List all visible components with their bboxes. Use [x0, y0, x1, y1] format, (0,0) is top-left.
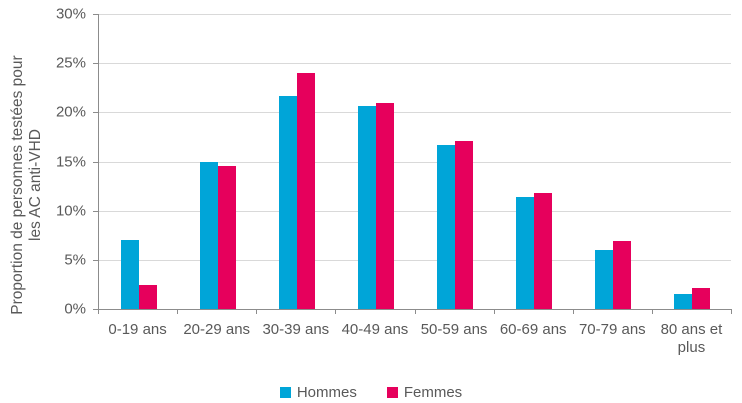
- x-axis-tick-mark: [98, 310, 99, 314]
- y-axis-line: [98, 14, 99, 310]
- bar-femmes-20-29 ans: [217, 166, 236, 309]
- y-axis-tick-label: 10%: [55, 202, 86, 220]
- bar-femmes-0-19 ans: [138, 285, 157, 309]
- bar-hommes-20-29 ans: [199, 161, 218, 309]
- bar-hommes-50-59 ans: [436, 144, 455, 309]
- x-axis-category-label: 30-39 ans: [262, 321, 330, 338]
- x-axis-tick-mark: [493, 310, 495, 314]
- bar-femmes-40-49 ans: [375, 102, 394, 309]
- gridline: [99, 112, 731, 114]
- x-axis-category-label: 70-79 ans: [578, 321, 646, 338]
- y-axis-tick-mark: [93, 63, 98, 65]
- x-axis-tick-mark: [177, 310, 179, 314]
- bar-femmes-30-39 ans: [296, 73, 315, 309]
- legend-swatch-hommes: [279, 386, 291, 398]
- x-axis-category-label: 80 ans et plus: [660, 321, 723, 356]
- bar-hommes-60-69 ans: [515, 196, 534, 309]
- y-axis-tick-label: 5%: [64, 251, 86, 269]
- x-axis-category-label: 0-19 ans: [108, 321, 167, 338]
- plot-area: [99, 14, 731, 309]
- legend-item-hommes: Hommes: [279, 383, 357, 401]
- y-axis-tick-labels: 0% 5% 10% 15% 20% 25% 30%: [0, 6, 86, 318]
- bar-femmes-70-79 ans: [612, 241, 631, 309]
- y-axis-tick-mark: [93, 210, 98, 212]
- legend-swatch-femmes: [386, 386, 398, 398]
- x-axis-tick-mark: [651, 310, 653, 314]
- y-axis-tick-mark: [93, 259, 98, 261]
- y-axis-tick-mark: [93, 14, 98, 15]
- y-axis-tick-label: 25%: [55, 54, 86, 72]
- bar-hommes-30-39 ans: [278, 95, 297, 309]
- gridline: [99, 161, 731, 163]
- y-axis-tick-mark: [93, 161, 98, 163]
- bar-hommes-70-79 ans: [594, 250, 613, 309]
- y-axis-tick-mark: [93, 112, 98, 114]
- y-axis-tick-label: 0%: [64, 300, 86, 318]
- x-axis-tick-mark: [335, 310, 337, 314]
- x-axis-category-label: 20-29 ans: [183, 321, 251, 338]
- y-axis-tick-mark: [93, 309, 98, 310]
- y-axis-tick-label: 30%: [55, 5, 86, 23]
- x-axis-tick-mark: [256, 310, 258, 314]
- x-axis-tick-mark: [572, 310, 574, 314]
- x-axis-tick-mark: [731, 310, 732, 314]
- x-axis-tick-mark: [414, 310, 416, 314]
- x-axis-category-label: 40-49 ans: [341, 321, 409, 338]
- legend-item-femmes: Femmes: [386, 383, 463, 401]
- bar-hommes-0-19 ans: [120, 240, 139, 309]
- legend-label-femmes: Femmes: [403, 383, 463, 401]
- bar-hommes-80 ans et plus: [673, 294, 692, 309]
- gridline: [99, 63, 731, 65]
- gridline: [99, 259, 731, 261]
- x-axis-category-label: 50-59 ans: [420, 321, 488, 338]
- y-axis-tick-label: 20%: [55, 103, 86, 121]
- bar-femmes-80 ans et plus: [691, 288, 710, 309]
- legend: Hommes Femmes: [0, 382, 742, 402]
- bar-femmes-60-69 ans: [533, 192, 552, 309]
- bar-femmes-50-59 ans: [454, 140, 473, 309]
- legend-label-hommes: Hommes: [296, 383, 357, 401]
- x-axis-category-label: 60-69 ans: [499, 321, 567, 338]
- bar-hommes-40-49 ans: [357, 106, 376, 309]
- x-axis-line: [98, 309, 732, 310]
- gridline: [99, 210, 731, 212]
- gridline: [99, 14, 731, 15]
- y-axis-tick-label: 15%: [55, 153, 86, 170]
